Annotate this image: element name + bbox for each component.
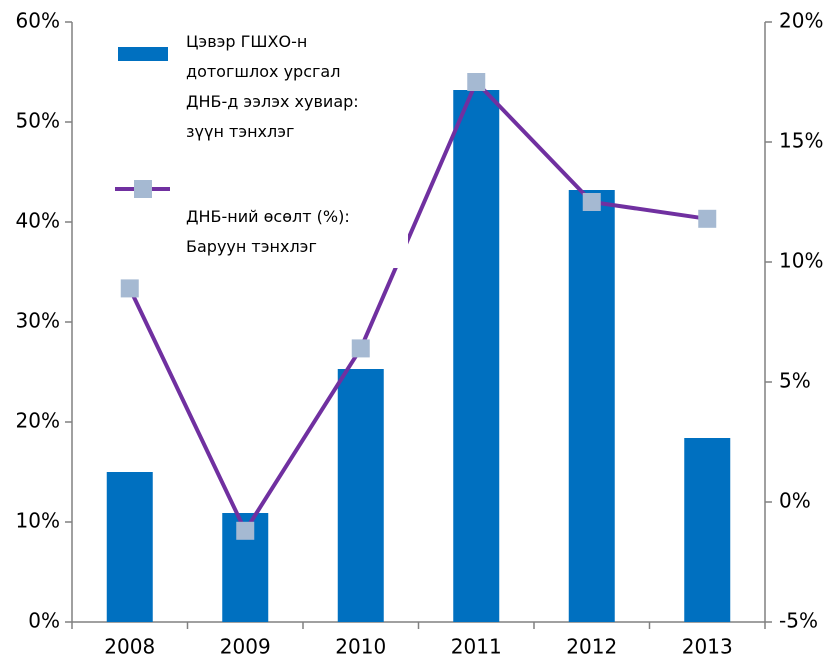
x-tick-label: 2010 (335, 635, 386, 659)
bar (568, 190, 615, 622)
y-tick-label: 60% (16, 9, 60, 33)
x-tick-label: 2008 (104, 635, 155, 659)
y2-tick-label: 5% (779, 369, 811, 393)
legend-swatch-marker (134, 180, 152, 198)
line-marker (120, 279, 139, 298)
legend-label: ДНБ-ний өсөлт (%): Баруун тэнхлэг (186, 202, 376, 262)
x-tick-label: 2011 (451, 635, 502, 659)
y2-tick-label: 0% (779, 489, 811, 513)
bar (106, 472, 153, 622)
bar (684, 438, 731, 622)
line-marker (351, 339, 370, 358)
bar (453, 90, 500, 622)
y2-tick-label: 10% (779, 249, 823, 273)
line-marker (582, 193, 601, 211)
y-tick-label: 20% (16, 409, 60, 433)
line (127, 78, 708, 535)
x-tick-label: 2013 (682, 635, 733, 659)
legend-swatch-bar (118, 47, 168, 61)
y2-tick-label: 15% (779, 129, 823, 153)
line-marker (698, 209, 717, 228)
y-tick-label: 50% (16, 109, 60, 133)
y-tick-label: 10% (16, 509, 60, 533)
y-tick-label: 30% (16, 309, 60, 333)
y-tick-label: 40% (16, 209, 60, 233)
legend-keys (115, 47, 170, 198)
legend: Цэвэр ГШХО-н дотогшлох урсгал ДНБ-д ээлэ… (108, 27, 408, 268)
y-tick-label: 0% (28, 609, 60, 633)
legend-label: Цэвэр ГШХО-н дотогшлох урсгал ДНБ-д ээлэ… (186, 27, 376, 147)
y2-tick-label: 20% (779, 9, 823, 33)
y2-tick-label: -5% (779, 609, 818, 633)
line-marker (467, 73, 486, 91)
bar (337, 369, 384, 622)
x-tick-label: 2009 (220, 635, 271, 659)
line-marker (236, 521, 255, 540)
x-tick-label: 2012 (566, 635, 617, 659)
